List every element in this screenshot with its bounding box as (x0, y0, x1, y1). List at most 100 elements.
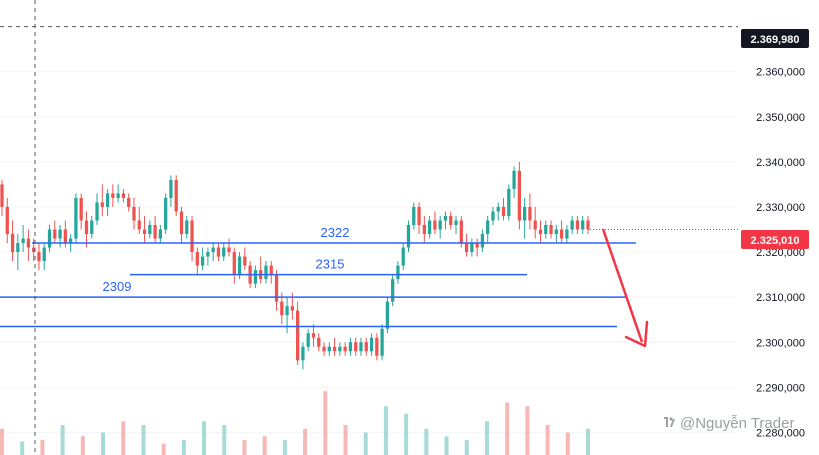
candle-body (232, 252, 236, 275)
candle-body (142, 229, 147, 235)
volume-bar (586, 428, 590, 455)
support-levels[interactable]: 2322 2315 2309 (0, 225, 636, 328)
volume-bar (303, 428, 308, 455)
candle-body (285, 306, 289, 316)
candle-body (575, 220, 580, 230)
candle-body (528, 206, 532, 221)
crosshair-price-badge: 2.369,980 (741, 29, 809, 48)
candle-body (470, 243, 474, 253)
volume-bar (141, 425, 146, 455)
candle-body (222, 247, 226, 257)
candle-body (121, 193, 126, 198)
candle-body (412, 206, 416, 225)
candle-body (95, 202, 99, 221)
watermark-text: @Nguyễn Trader (680, 415, 794, 432)
candle-body (538, 229, 543, 235)
candle-body (459, 220, 463, 244)
volume-bar (181, 440, 186, 455)
y-tick-label: 2.350,000 (756, 112, 805, 124)
volume-bar (545, 425, 550, 455)
candle-body (480, 234, 485, 248)
arrow-head (624, 320, 649, 348)
candle-body (385, 301, 390, 329)
volume-bar (121, 421, 126, 455)
candle-body (422, 224, 426, 235)
candle-body (227, 247, 231, 253)
candle-body (581, 220, 585, 230)
candle-body (116, 193, 120, 198)
candle-body (16, 243, 20, 253)
candle-body (174, 179, 178, 212)
candle-body (301, 346, 305, 361)
candle-body (132, 206, 136, 221)
candle-body (127, 197, 131, 207)
candle-body (216, 247, 221, 257)
volume-bar (262, 436, 267, 455)
candle-body (211, 247, 215, 253)
candle-body (253, 270, 258, 284)
candle-body (137, 220, 141, 230)
candle-body (274, 274, 279, 302)
candle-body (375, 337, 379, 356)
candle-body (311, 333, 316, 338)
candle-body (63, 229, 67, 244)
candle-body (153, 224, 157, 239)
candle-body (406, 224, 411, 248)
volume-bar (161, 443, 166, 455)
candle-body (486, 220, 490, 235)
candle-body (280, 301, 284, 316)
candle-body (332, 346, 337, 352)
candle-body (74, 197, 78, 239)
candle-body (433, 220, 437, 230)
candle-body (359, 342, 363, 352)
volume-bar (424, 428, 429, 455)
candle-body (327, 346, 331, 352)
candle-body (533, 220, 537, 230)
crosshair-badge-label: 2.369,980 (751, 34, 800, 46)
candle-body (84, 220, 89, 235)
arrow-shaft (601, 228, 644, 343)
candle-body (544, 224, 548, 235)
price-axis[interactable]: 2.360,000 2.350,000 2.340,000 2.330,000 2.32… (756, 67, 805, 440)
volume-bar (0, 428, 4, 455)
candle-body (348, 342, 353, 352)
volume-bar (363, 432, 368, 455)
volume-bar (80, 436, 85, 455)
candle-body (559, 229, 564, 239)
candle-body (237, 256, 242, 275)
candle-body (454, 220, 458, 225)
candle-body (380, 328, 384, 356)
candle-body (206, 252, 210, 257)
candle-body (554, 229, 558, 235)
candle-body (148, 224, 152, 235)
candle-body (322, 346, 326, 352)
candle-body (53, 229, 57, 239)
last-price-badge-label: 2.325,010 (751, 235, 800, 247)
volume-bar (565, 432, 570, 455)
candle-body (338, 346, 342, 352)
candle-body (306, 333, 310, 347)
candle-body (164, 197, 168, 230)
candle-body (586, 220, 590, 230)
volume-bar (202, 421, 207, 455)
y-tick-label: 2.340,000 (756, 157, 805, 169)
candle-body (190, 220, 194, 253)
volume-bar (222, 425, 227, 455)
candle-body (369, 337, 374, 352)
candle-body (10, 234, 15, 253)
candle-body (58, 229, 62, 239)
candle-body (449, 215, 453, 225)
candle-body (179, 211, 184, 235)
candles (0, 161, 590, 370)
candle-body (427, 220, 432, 235)
level-label: 2322 (321, 225, 350, 240)
candle-body (512, 170, 516, 189)
y-tick-label: 2.310,000 (756, 292, 805, 304)
level-label: 2315 (316, 257, 345, 272)
candle-body (296, 310, 300, 361)
candle-body (111, 193, 115, 198)
volume-bar (101, 432, 106, 455)
trend-arrow[interactable] (601, 228, 649, 348)
volume-bar (525, 406, 530, 455)
